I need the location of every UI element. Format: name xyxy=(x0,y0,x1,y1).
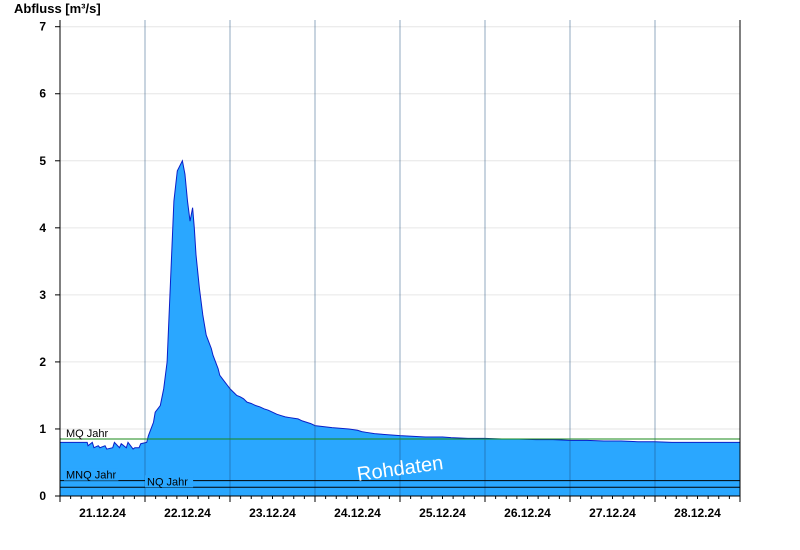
y-tick-label: 0 xyxy=(39,489,46,503)
y-tick-label: 4 xyxy=(39,221,46,235)
discharge-line xyxy=(60,159,740,450)
y-tick-label: 5 xyxy=(39,154,46,168)
x-tick-label: 24.12.24 xyxy=(334,506,381,520)
x-tick-label: 28.12.24 xyxy=(674,506,721,520)
y-tick-label: 2 xyxy=(39,355,46,369)
reference-label: NQ Jahr xyxy=(147,476,188,488)
x-tick-label: 22.12.24 xyxy=(164,506,211,520)
y-axis-label: Abfluss [m³/s] xyxy=(14,1,101,16)
reference-label: MNQ Jahr xyxy=(66,470,116,482)
y-tick-label: 7 xyxy=(39,20,46,34)
y-tick-label: 1 xyxy=(39,422,46,436)
x-tick-label: 21.12.24 xyxy=(79,506,126,520)
y-tick-label: 6 xyxy=(39,87,46,101)
y-tick-label: 3 xyxy=(39,288,46,302)
x-tick-label: 27.12.24 xyxy=(589,506,636,520)
x-tick-label: 23.12.24 xyxy=(249,506,296,520)
x-tick-label: 25.12.24 xyxy=(419,506,466,520)
reference-label: MQ Jahr xyxy=(66,428,109,440)
reference-label-bg xyxy=(64,468,119,481)
x-tick-label: 26.12.24 xyxy=(504,506,551,520)
reference-label-bg xyxy=(145,475,194,488)
